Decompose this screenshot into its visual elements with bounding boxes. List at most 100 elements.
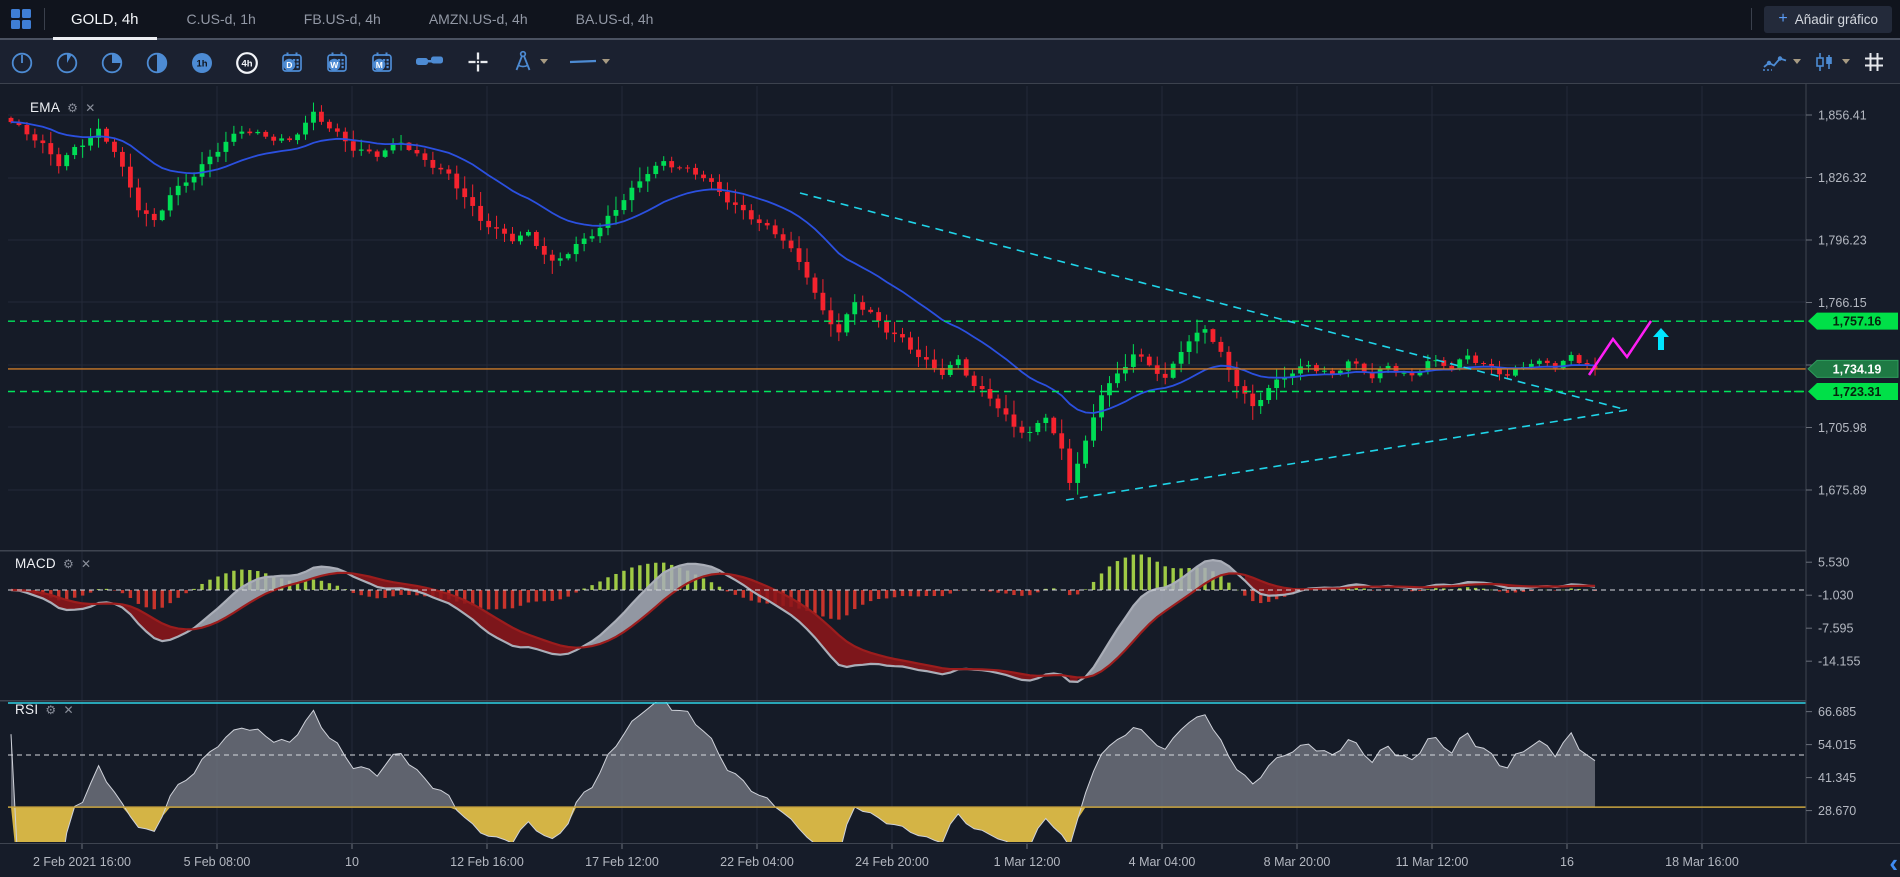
ema-line (10, 121, 1596, 414)
tf-1min-clock-icon (11, 52, 33, 73)
ema-label-text: EMA (30, 100, 61, 115)
svg-text:-1.030: -1.030 (1818, 589, 1853, 603)
tf-30min-clock-button[interactable] (145, 50, 169, 74)
price-badge-173419: 1,734.19 (1807, 359, 1899, 378)
link-charts-button[interactable] (415, 50, 445, 74)
ema-settings-icon[interactable]: ⚙ (67, 100, 79, 115)
tf-weekly-calendar-icon: W (327, 52, 347, 72)
svg-text:16: 16 (1560, 855, 1574, 869)
line-tools-button[interactable] (569, 50, 610, 74)
svg-text:5.530: 5.530 (1818, 556, 1849, 570)
indicators-menu-button[interactable] (1762, 50, 1801, 74)
toolbar: 1h 4h D W M (0, 40, 1900, 84)
svg-text:1,796.23: 1,796.23 (1818, 234, 1867, 248)
dropdown-caret-icon[interactable] (1793, 59, 1801, 64)
price-badge-175716: 1,757.16 (1794, 312, 1898, 330)
macd-indicator-label: MACD ⚙ ✕ (15, 556, 91, 571)
tab-amzn-us-d[interactable]: AMZN.US-d, 4h (428, 11, 528, 27)
svg-text:17 Feb 12:00: 17 Feb 12:00 (585, 855, 659, 869)
svg-text:66.685: 66.685 (1818, 705, 1856, 719)
svg-text:M: M (376, 60, 383, 70)
tf-15min-clock-button[interactable] (100, 50, 124, 74)
add-chart-button[interactable]: + Añadir gráfico (1764, 5, 1892, 33)
macd-close-icon[interactable]: ✕ (81, 556, 92, 571)
tf-monthly-calendar-button[interactable]: M (370, 50, 394, 74)
tf-4h-button[interactable]: 4h (235, 50, 259, 74)
ema-close-icon[interactable]: ✕ (85, 100, 96, 115)
svg-text:1,856.41: 1,856.41 (1818, 109, 1867, 123)
topbar-right-divider (1751, 8, 1753, 30)
tf-monthly-calendar-icon: M (372, 52, 392, 72)
drawing-tools-button[interactable] (511, 50, 548, 74)
svg-text:4 Mar 04:00: 4 Mar 04:00 (1129, 855, 1196, 869)
grid-layout-button[interactable] (1862, 50, 1886, 74)
svg-text:41.345: 41.345 (1818, 771, 1856, 785)
svg-text:1,705.98: 1,705.98 (1818, 421, 1867, 435)
svg-text:4h: 4h (241, 58, 252, 69)
svg-text:28.670: 28.670 (1818, 804, 1856, 818)
dropdown-caret-icon[interactable] (1842, 59, 1850, 64)
svg-text:54.015: 54.015 (1818, 738, 1856, 752)
svg-text:12 Feb 16:00: 12 Feb 16:00 (450, 855, 524, 869)
tf-daily-calendar-button[interactable]: D (280, 50, 304, 74)
indicators-menu-icon (1763, 55, 1787, 71)
topbar: GOLD, 4h C.US-d, 1h FB.US-d, 4h AMZN.US-d, … (0, 0, 1900, 40)
svg-text:1 Mar 12:00: 1 Mar 12:00 (994, 855, 1061, 869)
price-badge-172331: 1,723.31 (1794, 382, 1898, 400)
macd-panel (9, 554, 1597, 684)
tf-daily-calendar-icon: D (282, 52, 302, 72)
rsi-close-icon[interactable]: ✕ (63, 702, 74, 717)
rsi-settings-icon[interactable]: ⚙ (45, 702, 57, 717)
tf-1min-clock-button[interactable] (10, 50, 34, 74)
tf-15min-clock-icon (101, 52, 123, 73)
svg-text:1,757.16: 1,757.16 (1833, 315, 1882, 329)
dropdown-caret-icon[interactable] (602, 59, 610, 64)
toolbar-right-group (1762, 50, 1900, 74)
tf-1h-icon: 1h (192, 52, 212, 73)
tf-5min-clock-button[interactable] (55, 50, 79, 74)
crosshair-tool-icon (468, 52, 488, 71)
svg-text:1,675.89: 1,675.89 (1818, 483, 1867, 497)
svg-text:1,766.15: 1,766.15 (1818, 296, 1867, 310)
ema-indicator-label: EMA ⚙ ✕ (30, 100, 96, 115)
tf-30min-clock-icon (146, 52, 168, 73)
tf-weekly-calendar-button[interactable]: W (325, 50, 349, 74)
chart-canvas[interactable]: 1,856.411,826.321,796.231,766.151,736.06… (0, 84, 1900, 877)
svg-text:18 Mar 16:00: 18 Mar 16:00 (1665, 855, 1739, 869)
apps-grid-icon[interactable] (10, 8, 32, 30)
trendline[interactable] (1065, 409, 1628, 501)
macd-settings-icon[interactable]: ⚙ (62, 556, 75, 571)
svg-text:W: W (330, 60, 339, 70)
tab-ba-us-d[interactable]: BA.US-d, 4h (575, 11, 654, 27)
chart-type-menu-button[interactable] (1813, 50, 1850, 74)
tab-fb-us-d[interactable]: FB.US-d, 4h (303, 11, 381, 27)
tab-c-us-d[interactable]: C.US-d, 1h (186, 11, 256, 27)
svg-text:1h: 1h (196, 58, 207, 69)
tf-1h-button[interactable]: 1h (190, 50, 214, 74)
plus-icon: + (1778, 10, 1788, 27)
panel-separators[interactable] (0, 549, 1900, 845)
rsi-indicator-label: RSI ⚙ ✕ (15, 702, 74, 717)
crosshair-tool-button[interactable] (466, 50, 490, 74)
price-axis[interactable]: 1,856.411,826.321,796.231,766.151,736.06… (1805, 84, 1900, 843)
collapse-panel-chevron-icon[interactable]: ‹ (1889, 848, 1898, 877)
forecast-zigzag-line[interactable] (1587, 320, 1653, 376)
svg-text:1,734.19: 1,734.19 (1833, 362, 1882, 376)
trendline[interactable] (799, 192, 1628, 411)
topbar-divider (44, 8, 45, 30)
gridlines (8, 86, 1806, 843)
svg-text:24 Feb 20:00: 24 Feb 20:00 (855, 855, 929, 869)
dropdown-caret-icon[interactable] (540, 59, 548, 64)
up-arrow-annotation[interactable] (1653, 328, 1669, 350)
svg-text:5 Feb 08:00: 5 Feb 08:00 (184, 855, 251, 869)
macd-label-text: MACD (15, 556, 56, 571)
tf-5min-clock-icon (56, 52, 78, 73)
svg-text:8 Mar 20:00: 8 Mar 20:00 (1264, 855, 1331, 869)
tab-gold[interactable]: GOLD, 4h (47, 0, 163, 40)
link-charts-icon (416, 56, 443, 65)
rsi-label-text: RSI (15, 702, 39, 717)
grid-layout-icon (1865, 52, 1883, 71)
svg-text:11 Mar 12:00: 11 Mar 12:00 (1396, 855, 1469, 869)
time-axis[interactable]: 2 Feb 2021 16:00 5 Feb 08:00 10 12 Feb 16:0… (0, 844, 1900, 877)
